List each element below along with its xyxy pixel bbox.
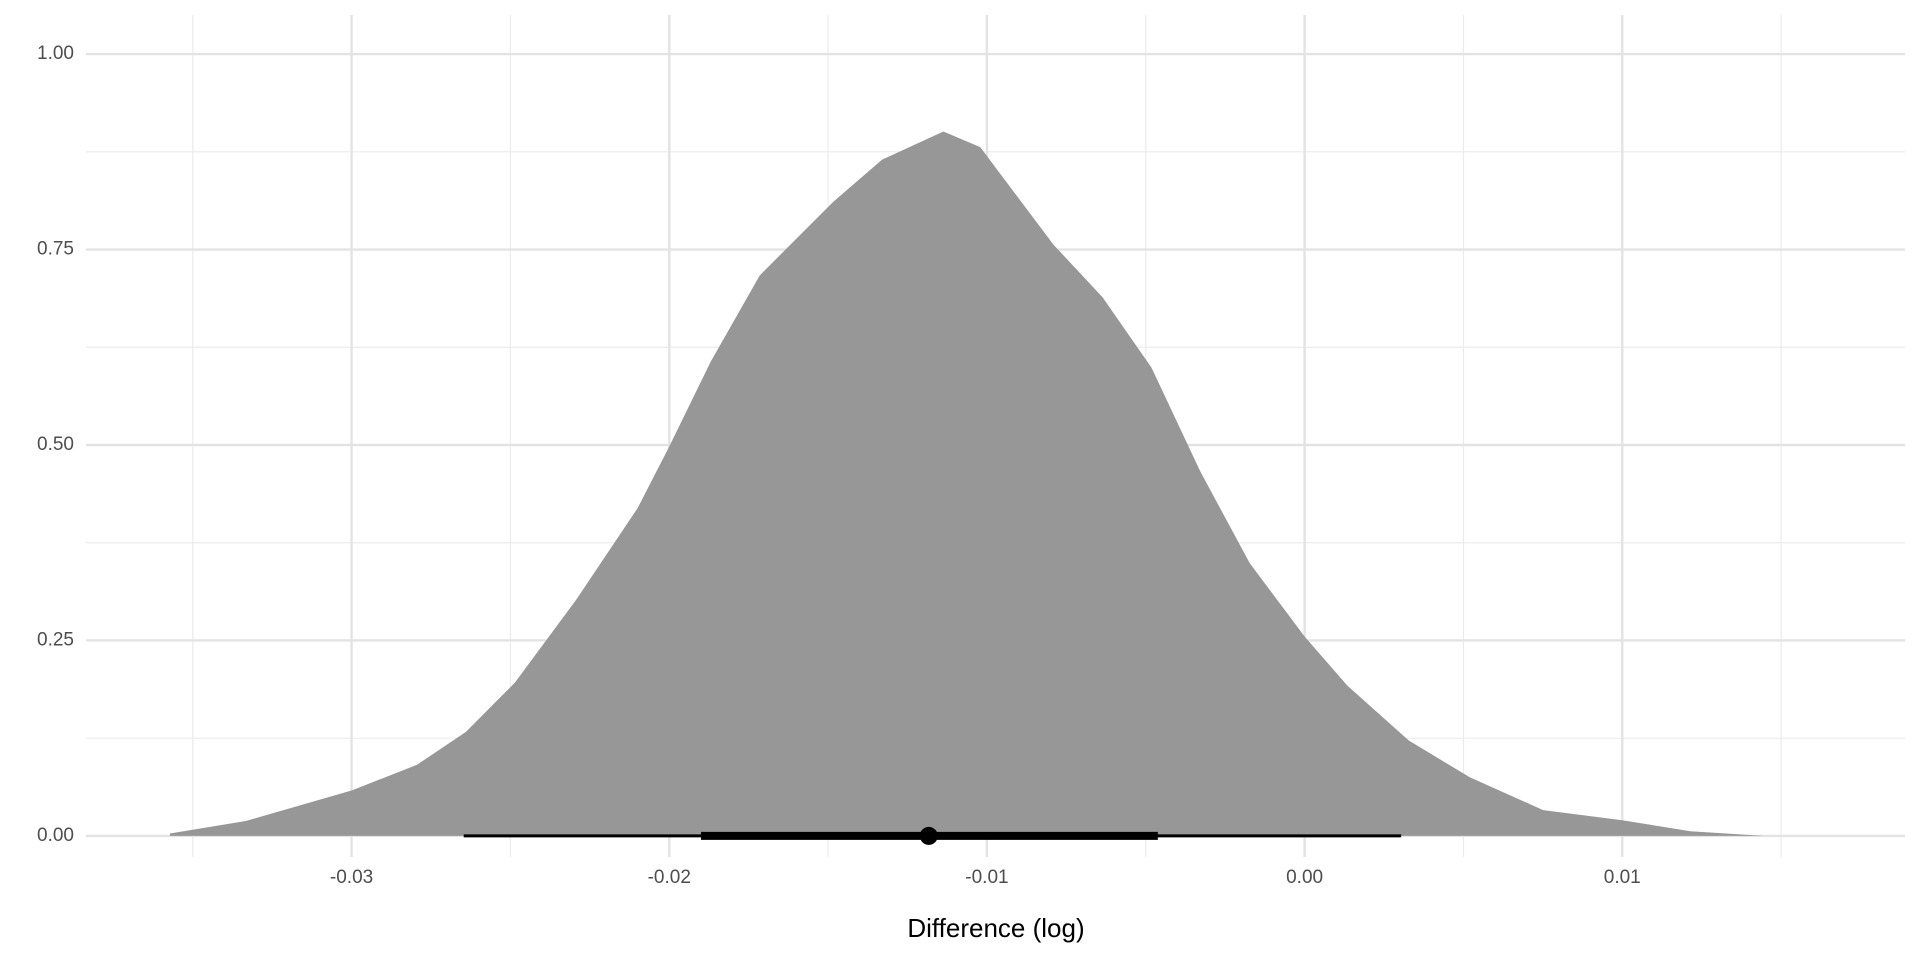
- x-tick-label: 0.00: [1286, 867, 1323, 888]
- y-tick-label: 0.75: [37, 239, 74, 260]
- x-tick-label: -0.02: [648, 867, 691, 888]
- x-tick-label: 0.01: [1604, 867, 1641, 888]
- y-tick-label: 1.00: [37, 43, 74, 64]
- y-tick-label: 0.25: [37, 629, 74, 650]
- density-area: [169, 131, 1823, 836]
- x-axis-title: Difference (log): [907, 913, 1084, 943]
- y-tick-label: 0.50: [37, 434, 74, 455]
- y-tick-label: 0.00: [37, 825, 74, 846]
- point-estimate: [919, 826, 938, 845]
- x-tick-label: -0.01: [965, 867, 1008, 888]
- x-tick-label: -0.03: [330, 867, 373, 888]
